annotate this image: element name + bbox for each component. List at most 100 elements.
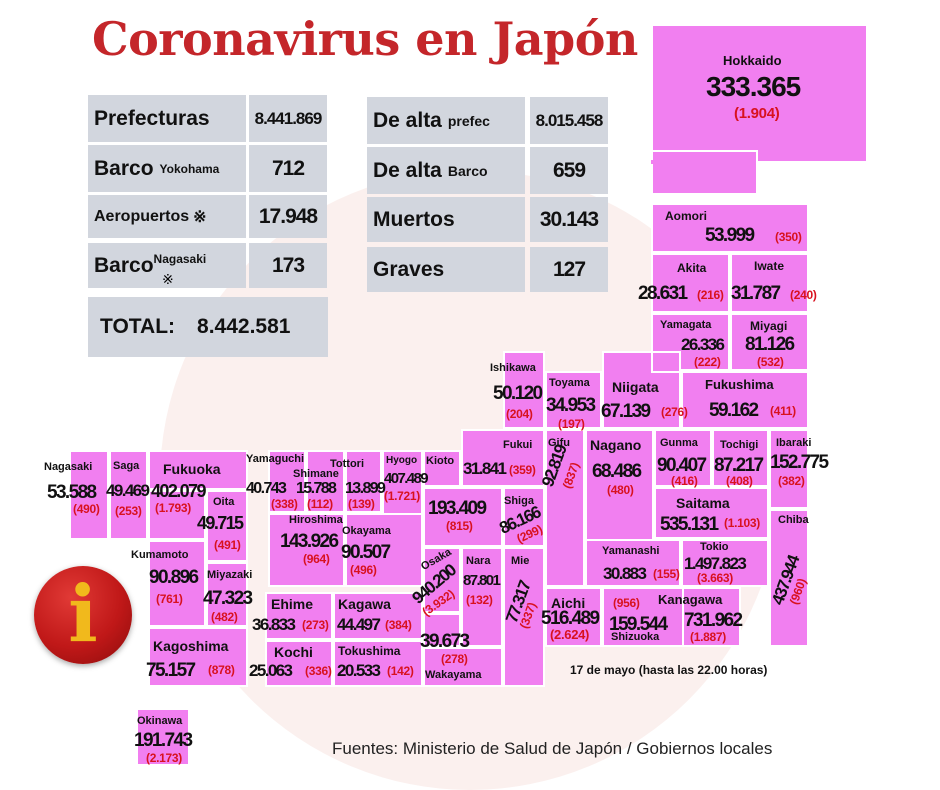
tile-yamaguchi — [268, 450, 306, 513]
label-chiba-name: Chiba — [778, 514, 809, 526]
barco-label-2: Barco — [94, 253, 154, 277]
tile-okinawa — [136, 708, 190, 766]
label-fukushima-deaths: (411) — [770, 404, 796, 418]
summary-aeropuertos-label: Aeropuertos ※ — [88, 195, 246, 238]
label-kagoshima-name: Kagoshima — [153, 638, 229, 654]
label-shizuoka-deaths: (956) — [613, 596, 640, 610]
de-alta-barco-label: De alta — [373, 158, 442, 182]
label-saitama-deaths: (1.103) — [724, 516, 760, 530]
tile-mie — [503, 547, 545, 687]
label-wakayama-cases: 39.673 — [420, 631, 470, 652]
summary-graves-value: 127 — [530, 247, 608, 292]
tile-tokushima — [333, 640, 423, 687]
tile-hokkaido-tail — [651, 150, 758, 195]
tile-shiga — [503, 487, 545, 547]
label-hiroshima-name: Hiroshima — [289, 514, 343, 526]
label-tochigi-cases: 87.217 — [714, 455, 764, 476]
label-aomori-name: Aomori — [665, 209, 707, 223]
label-aichi-cases: 516.489 — [541, 608, 600, 629]
label-kochi-deaths: (336) — [305, 664, 332, 678]
summary-de-alta-prefec-label: De alta prefec — [367, 97, 525, 144]
tile-toyama — [545, 371, 602, 429]
tile-wakayama-left — [423, 613, 461, 647]
summary-barco-yokohama-value: 712 — [249, 145, 327, 192]
label-kumamoto-cases: 90.896 — [149, 567, 199, 588]
label-aichi-deaths: (2.624) — [550, 627, 590, 642]
tile-akita — [651, 253, 730, 313]
label-ehime-deaths: (273) — [302, 618, 329, 632]
label-wakayama-name: Wakayama — [425, 669, 482, 681]
label-gunma-deaths: (416) — [671, 474, 698, 488]
summary-de-alta-prefec-value: 8.015.458 — [530, 97, 608, 144]
label-fukuoka-name: Fukuoka — [163, 461, 221, 477]
label-aichi-name: Aichi — [551, 595, 586, 611]
tile-saitama — [654, 487, 769, 539]
info-icon: i — [34, 566, 132, 664]
tile-kagawa — [333, 592, 423, 640]
tile-miyazaki — [206, 562, 248, 627]
label-yamagata-deaths: (222) — [694, 355, 721, 369]
summary-de-alta-barco-value: 659 — [530, 147, 608, 194]
label-hokkaido-deaths: (1.904) — [734, 105, 780, 122]
label-fukushima-name: Fukushima — [705, 377, 774, 392]
label-tottori-cases: 13.899 — [345, 480, 386, 497]
label-oita-name: Oita — [213, 496, 235, 508]
tile-kagoshima — [148, 627, 248, 687]
label-nagasaki-cases: 53.588 — [47, 482, 97, 503]
label-tottori-name: Tottori — [330, 458, 365, 470]
tile-fukui — [461, 429, 545, 487]
label-kochi-cases: 25.063 — [249, 661, 293, 680]
tile-yamanashi — [585, 539, 681, 587]
label-gifu-name: Gifu — [548, 437, 570, 449]
tile-chiba — [769, 509, 809, 647]
label-gunma-name: Gunma — [660, 437, 698, 449]
label-kanagawa-deaths: (1.887) — [690, 630, 726, 644]
tile-oita — [206, 490, 248, 562]
tile-kioto-top — [423, 450, 461, 487]
tile-hiroshima — [268, 513, 345, 587]
label-okayama-deaths: (496) — [350, 563, 377, 577]
label-hyogo-cases: 407.489 — [384, 470, 429, 487]
label-saga-deaths: (253) — [115, 504, 142, 518]
label-toyama-cases: 34.953 — [546, 395, 596, 416]
label-saitama-name: Saitama — [676, 495, 730, 511]
label-akita-deaths: (216) — [697, 288, 724, 302]
tile-wakayama — [423, 647, 503, 687]
label-kioto-cases: 193.409 — [428, 498, 487, 519]
tile-fukuoka — [148, 450, 248, 490]
label-kioto-name: Kioto — [426, 455, 455, 467]
total-label: TOTAL: — [100, 315, 176, 338]
label-hyogo-deaths: (1.721) — [384, 489, 420, 503]
label-hiroshima-deaths: (964) — [303, 552, 330, 566]
label-ehime-cases: 36.833 — [252, 615, 296, 634]
tile-nagasaki — [69, 450, 109, 540]
label-ishikawa-deaths: (204) — [506, 407, 533, 421]
tile-aomori — [651, 203, 809, 253]
summary-barco-nagasaki-value: 173 — [249, 243, 327, 288]
tile-gifu — [545, 429, 585, 587]
aeropuertos-label: Aeropuertos — [94, 207, 190, 225]
label-yamaguchi-name: Yamaguchi — [246, 453, 305, 465]
label-hokkaido-name: Hokkaido — [723, 53, 782, 68]
tile-shizuoka — [602, 587, 684, 647]
label-nara-cases: 87.801 — [463, 572, 501, 589]
label-okinawa-deaths: (2.173) — [146, 751, 182, 765]
label-shizuoka-name: Shizuoka — [611, 631, 660, 643]
label-kumamoto-deaths: (761) — [156, 592, 183, 606]
label-yamanashi-cases: 30.883 — [603, 564, 647, 583]
label-hyogo-name: Hyogo — [386, 455, 418, 466]
label-iwate-name: Iwate — [754, 259, 785, 273]
tile-okayama — [345, 513, 423, 587]
label-aomori-cases: 53.999 — [705, 225, 755, 246]
de-alta-prefec-sub: prefec — [447, 112, 490, 129]
label-ibaraki-deaths: (382) — [778, 474, 805, 488]
label-tokushima-deaths: (142) — [387, 664, 414, 678]
label-miyazaki-cases: 47.323 — [203, 588, 253, 609]
summary-de-alta-barco-label: De alta Barco — [367, 147, 525, 194]
tile-tokio — [681, 539, 769, 587]
summary-barco-yokohama-label: Barco Yokohama — [88, 145, 246, 192]
date-note: 17 de mayo (hasta las 22.00 horas) — [570, 663, 768, 677]
label-okinawa-name: Okinawa — [137, 715, 183, 727]
label-ishikawa-cases: 50.120 — [493, 383, 543, 404]
label-miyazaki-deaths: (482) — [211, 610, 238, 624]
